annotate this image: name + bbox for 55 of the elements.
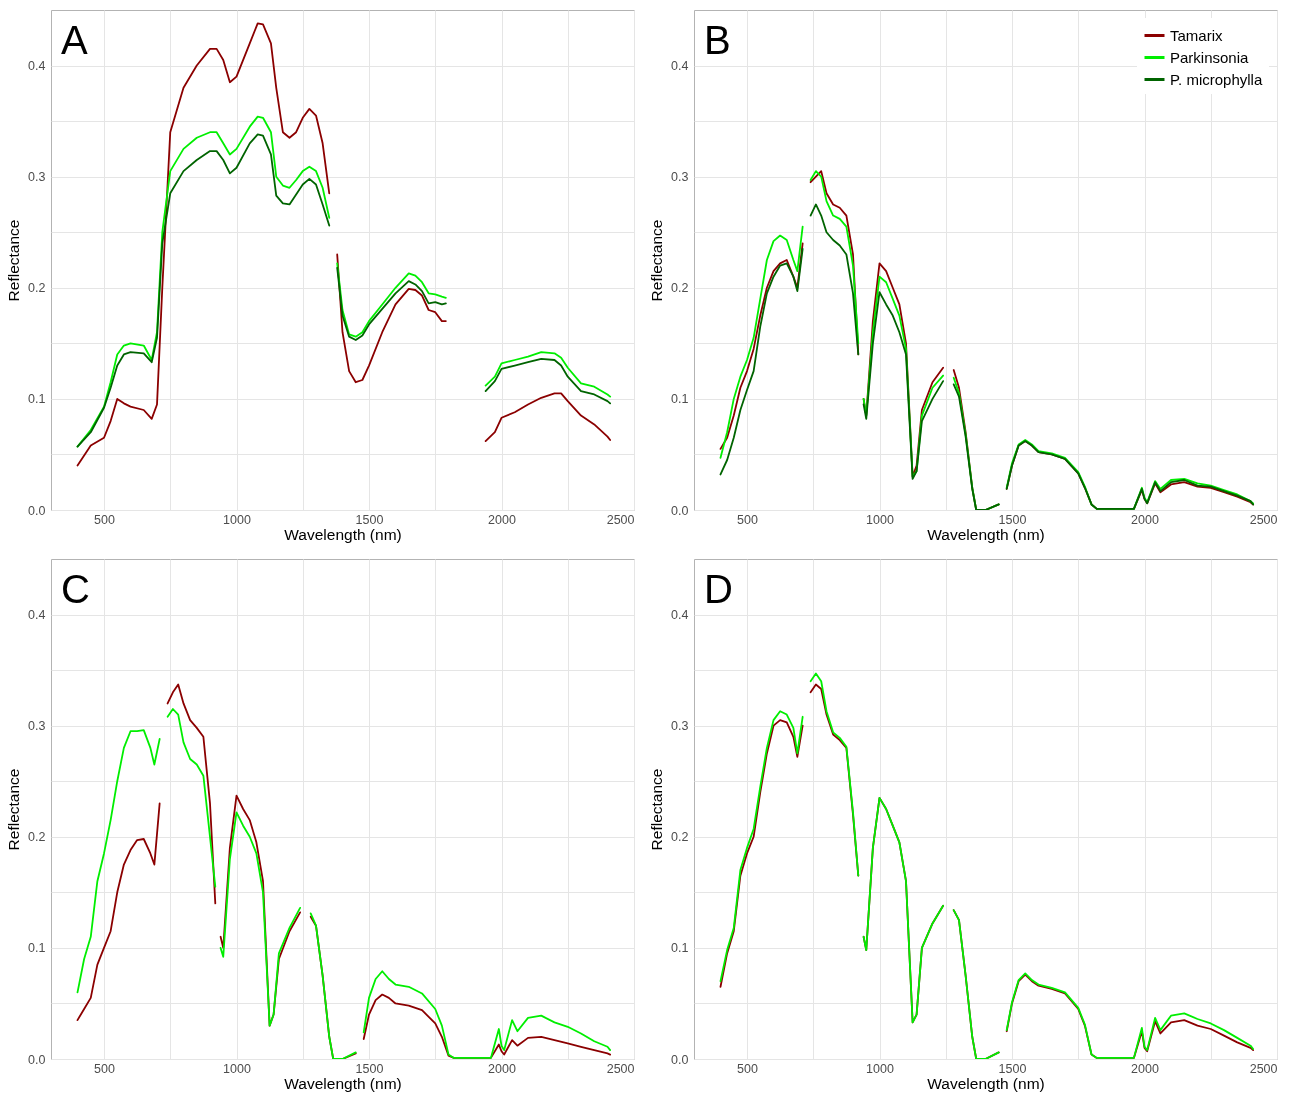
legend-label: P. microphylla: [1170, 70, 1263, 88]
x-tick-label: 2000: [1131, 1061, 1159, 1076]
y-tick-label: 0.0: [671, 503, 689, 518]
y-axis-title: Reflectance: [648, 768, 666, 851]
y-axis-title: Reflectance: [648, 219, 666, 302]
y-tick-label: 0.0: [28, 1052, 46, 1067]
y-tick-label: 0.3: [671, 170, 689, 185]
y-tick-label: 0.1: [28, 392, 46, 407]
y-axis-title: Reflectance: [5, 219, 23, 302]
y-tick-label: 0.3: [671, 719, 689, 734]
y-tick-label: 0.3: [28, 719, 46, 734]
y-tick-label: 0.1: [671, 392, 689, 407]
x-axis-title: Wavelength (nm): [927, 1075, 1045, 1092]
x-tick-label: 500: [94, 1061, 115, 1076]
x-tick-label: 2000: [488, 512, 516, 527]
y-tick-label: 0.1: [28, 941, 46, 956]
y-tick-label: 0.1: [671, 941, 689, 956]
x-tick-label: 2500: [606, 512, 635, 527]
legend-label: Parkinsonia: [1170, 48, 1250, 66]
y-tick-label: 0.2: [671, 830, 689, 845]
x-tick-label: 1000: [866, 1061, 894, 1076]
y-tick-label: 0.0: [28, 503, 46, 518]
x-tick-label: 2500: [1249, 512, 1278, 527]
x-axis-title: Wavelength (nm): [284, 526, 402, 543]
y-tick-label: 0.4: [28, 59, 46, 74]
x-tick-label: 1000: [223, 1061, 251, 1076]
x-tick-label: 1500: [998, 1061, 1027, 1076]
x-tick-label: 1000: [866, 512, 894, 527]
x-tick-label: 2500: [606, 1061, 635, 1076]
chart-title: C: [61, 567, 90, 611]
x-tick-label: 1500: [998, 512, 1027, 527]
chart-title: A: [61, 18, 88, 62]
y-axis-title: Reflectance: [5, 768, 23, 851]
x-axis-title: Wavelength (nm): [284, 1075, 402, 1092]
y-tick-label: 0.4: [28, 608, 46, 623]
y-tick-label: 0.2: [28, 830, 46, 845]
legend-label: Tamarix: [1170, 26, 1224, 44]
y-tick-label: 0.4: [671, 608, 689, 623]
y-tick-label: 0.4: [671, 59, 689, 74]
x-tick-label: 500: [94, 512, 115, 527]
y-tick-label: 0.2: [671, 281, 689, 296]
x-axis-title: Wavelength (nm): [927, 526, 1045, 543]
x-tick-label: 500: [737, 1061, 758, 1076]
y-tick-label: 0.2: [28, 281, 46, 296]
x-tick-label: 1500: [355, 512, 384, 527]
x-tick-label: 2000: [488, 1061, 516, 1076]
chart-title: B: [704, 18, 731, 62]
x-tick-label: 1500: [355, 1061, 384, 1076]
x-tick-label: 2000: [1131, 512, 1159, 527]
y-tick-label: 0.0: [671, 1052, 689, 1067]
x-tick-label: 2500: [1249, 1061, 1278, 1076]
chart-title: D: [704, 567, 733, 611]
y-tick-label: 0.3: [28, 170, 46, 185]
x-tick-label: 1000: [223, 512, 251, 527]
x-tick-label: 500: [737, 512, 758, 527]
